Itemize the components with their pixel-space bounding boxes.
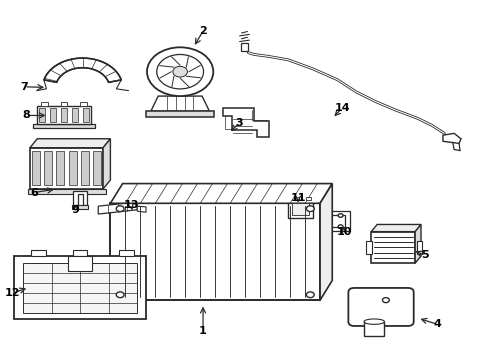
Polygon shape [72,205,88,209]
Polygon shape [370,231,414,263]
Circle shape [382,298,388,303]
FancyBboxPatch shape [347,288,413,326]
Polygon shape [119,250,134,256]
Polygon shape [110,203,320,300]
Polygon shape [37,107,91,125]
Polygon shape [370,225,420,231]
Polygon shape [32,150,40,185]
Circle shape [157,54,203,89]
Polygon shape [72,108,78,122]
Circle shape [116,292,124,298]
Polygon shape [294,197,299,201]
Polygon shape [363,321,384,336]
Circle shape [337,225,342,228]
Polygon shape [44,58,121,82]
Polygon shape [23,263,137,313]
Circle shape [116,206,124,212]
Circle shape [172,66,187,77]
Polygon shape [98,202,137,214]
Circle shape [337,214,342,217]
Text: 14: 14 [333,103,349,113]
Polygon shape [27,189,105,194]
Polygon shape [50,108,56,122]
Text: 13: 13 [123,200,138,210]
Text: 4: 4 [432,319,440,329]
Polygon shape [56,150,64,185]
Polygon shape [14,256,146,319]
Text: 1: 1 [199,325,206,336]
Polygon shape [306,197,311,201]
Polygon shape [69,150,77,185]
Polygon shape [288,201,312,218]
Polygon shape [93,150,101,185]
Polygon shape [414,225,420,263]
Polygon shape [110,184,331,203]
Polygon shape [33,125,95,128]
Polygon shape [73,191,87,205]
Circle shape [306,292,314,298]
Text: 12: 12 [5,288,20,298]
Polygon shape [442,134,460,143]
Polygon shape [30,148,103,189]
Text: 7: 7 [20,82,28,92]
Polygon shape [61,102,67,107]
Text: 9: 9 [71,206,79,216]
Polygon shape [222,108,268,137]
Polygon shape [41,102,48,107]
Polygon shape [366,241,371,254]
Circle shape [147,47,213,96]
Polygon shape [146,111,214,117]
Polygon shape [330,211,349,231]
Text: 10: 10 [336,227,351,237]
Text: 6: 6 [30,188,38,198]
Text: 2: 2 [199,26,206,36]
Polygon shape [320,184,331,300]
Ellipse shape [363,319,384,324]
Polygon shape [240,42,248,51]
Polygon shape [44,150,52,185]
Polygon shape [68,256,92,271]
Polygon shape [81,150,89,185]
Polygon shape [30,139,110,148]
Text: 3: 3 [235,118,243,128]
Polygon shape [73,250,87,256]
Polygon shape [103,139,110,189]
Circle shape [306,206,314,212]
Polygon shape [61,108,67,122]
Polygon shape [137,206,146,212]
Text: 11: 11 [290,193,305,203]
Polygon shape [31,250,46,256]
Polygon shape [291,203,309,215]
Polygon shape [416,241,422,254]
Text: 5: 5 [420,250,428,260]
Polygon shape [151,96,209,111]
Polygon shape [80,102,87,107]
Polygon shape [39,108,45,122]
Polygon shape [83,108,89,122]
Text: 8: 8 [22,111,30,121]
